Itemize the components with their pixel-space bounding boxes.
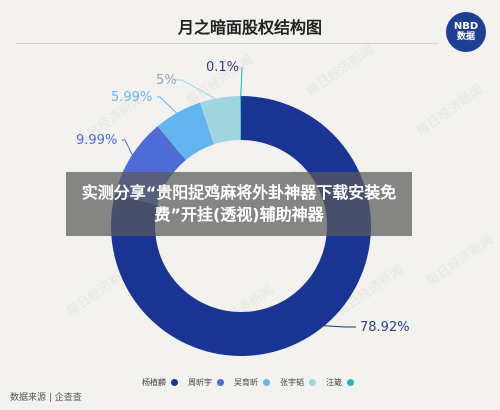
legend-item: 张宇韬 — [280, 377, 316, 388]
chart-legend: 杨植麟 周昕宇 吴育昕 张宇韬 汪箴 — [142, 377, 364, 388]
legend-swatch — [263, 379, 270, 386]
donut-slice-4 — [200, 96, 241, 145]
data-label-1: 78.92% — [360, 320, 410, 335]
leader-line-2 — [122, 139, 135, 160]
overlay-banner-text: 实测分享“贵阳捉鸡麻将外卦神器下载安装免费”开挂(透视)辅助神器 — [81, 183, 397, 224]
data-label-5: 0.1% — [206, 60, 239, 75]
leader-line-3 — [157, 96, 180, 117]
donut-slice-3 — [157, 102, 214, 161]
leader-line-5 — [240, 66, 243, 101]
overlay-banner: 实测分享“贵阳捉鸡麻将外卦神器下载安装免费”开挂(透视)辅助神器 — [66, 172, 412, 236]
legend-item: 周昕宇 — [188, 377, 224, 388]
data-label-4: 5% — [156, 73, 177, 88]
legend-label: 汪箴 — [326, 378, 342, 387]
legend-swatch — [347, 379, 354, 386]
legend-label: 张宇韬 — [280, 378, 304, 387]
title-divider — [16, 43, 438, 44]
legend-label: 杨植麟 — [142, 378, 166, 387]
legend-swatch — [309, 379, 316, 386]
legend-item: 吴育昕 — [234, 377, 270, 388]
legend-label: 吴育昕 — [234, 378, 258, 387]
nbd-logo: NBD 数据 — [446, 12, 486, 52]
donut-slice-1 — [111, 96, 372, 356]
data-label-3: 5.99% — [111, 90, 152, 105]
leader-line-4 — [174, 79, 221, 103]
chart-title: 月之暗面股权结构图 — [177, 18, 322, 37]
legend-item: 汪箴 — [326, 377, 354, 388]
data-label-2: 9.99% — [76, 133, 117, 148]
logo-text-data: 数据 — [456, 32, 475, 42]
data-source-label: 数据来源 | 企查查 — [10, 393, 82, 403]
legend-swatch — [171, 379, 178, 386]
leader-line-1 — [318, 324, 356, 328]
legend-label: 周昕宇 — [188, 378, 212, 387]
legend-swatch — [217, 379, 224, 386]
donut-slice-5 — [240, 96, 241, 141]
legend-item: 杨植麟 — [142, 377, 178, 388]
logo-text-nbd: NBD — [453, 21, 479, 32]
